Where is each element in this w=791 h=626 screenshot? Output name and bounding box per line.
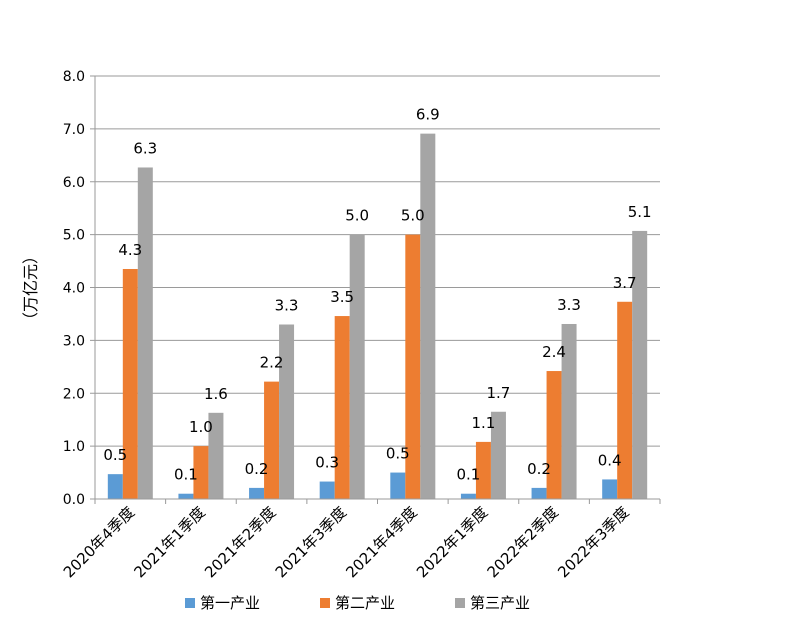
- bar: [546, 371, 562, 499]
- bar: [475, 441, 491, 499]
- bar: [490, 411, 506, 499]
- bar: [249, 487, 265, 499]
- bar: [107, 474, 123, 499]
- bar: [561, 323, 577, 499]
- y-tick-label: 2.0: [63, 386, 85, 402]
- bar: [137, 167, 153, 499]
- data-label: 0.5: [103, 446, 127, 464]
- data-label: 0.5: [386, 445, 410, 463]
- bar: [334, 316, 350, 499]
- x-category-label: 2022年2季度: [484, 503, 562, 581]
- data-label: 3.5: [330, 288, 354, 306]
- x-category-label: 2021年4季度: [342, 503, 420, 581]
- bar: [208, 412, 224, 499]
- data-label: 2.2: [260, 354, 284, 372]
- y-tick-label: 7.0: [63, 122, 85, 138]
- bar: [632, 230, 648, 499]
- x-category-label: 2021年1季度: [130, 503, 208, 581]
- y-tick-label: 8.0: [63, 69, 85, 85]
- bar: [531, 487, 547, 499]
- x-category-label: 2022年3季度: [554, 503, 632, 581]
- bar: [349, 234, 365, 499]
- legend: 第一产业 第二产业 第三产业: [185, 594, 530, 612]
- x-category-label: 2021年3季度: [272, 503, 350, 581]
- legend-label: 第三产业: [470, 594, 530, 612]
- y-tick-label: 1.0: [63, 439, 85, 455]
- y-axis-title: （万亿元）: [21, 248, 40, 328]
- bar: [617, 301, 633, 499]
- data-label: 2.4: [542, 343, 566, 361]
- data-label: 4.3: [118, 241, 142, 259]
- data-label: 1.1: [472, 414, 496, 432]
- data-label: 3.3: [557, 296, 581, 314]
- bar: [319, 481, 335, 499]
- data-label: 0.4: [598, 451, 622, 469]
- data-label: 6.9: [416, 106, 440, 124]
- bar: [405, 234, 421, 499]
- bar: [460, 493, 476, 499]
- legend-swatch: [455, 598, 465, 608]
- data-label: 0.1: [457, 466, 481, 484]
- x-category-label: 2022年1季度: [413, 503, 491, 581]
- y-tick-label: 0.0: [63, 492, 85, 508]
- data-label: 1.6: [204, 385, 228, 403]
- data-label: 0.2: [527, 460, 551, 478]
- data-label: 6.3: [133, 139, 157, 157]
- data-labels: 0.5 4.3 6.3 0.1 1.0 1.6 0.2 2.2 3.3 0.3 3.5 5.0 0.5 5…: [103, 106, 651, 484]
- data-label: 0.3: [315, 454, 339, 472]
- bars: [107, 133, 648, 500]
- y-tick-label: 4.0: [63, 281, 85, 297]
- data-label: 5.1: [628, 203, 652, 221]
- bar: [122, 268, 138, 499]
- bar: [264, 381, 280, 499]
- data-label: 1.7: [487, 384, 511, 402]
- y-tick-label: 3.0: [63, 333, 85, 349]
- y-tick-label: 5.0: [63, 228, 85, 244]
- x-category-label: 2021年2季度: [201, 503, 279, 581]
- gridlines: [95, 75, 660, 500]
- legend-label: 第二产业: [335, 594, 395, 612]
- data-label: 1.0: [189, 418, 213, 436]
- legend-swatch: [320, 598, 330, 608]
- bar: [193, 446, 209, 499]
- data-label: 3.7: [613, 274, 637, 292]
- bar: [602, 479, 618, 499]
- bar: [178, 493, 194, 499]
- bar: [390, 472, 406, 499]
- data-label: 5.0: [401, 207, 425, 225]
- bar: [279, 324, 295, 499]
- data-label: 0.2: [245, 460, 269, 478]
- y-tick-label: 6.0: [63, 175, 85, 191]
- data-label: 5.0: [345, 207, 369, 225]
- data-label: 3.3: [275, 297, 299, 315]
- legend-swatch: [185, 598, 195, 608]
- data-label: 0.1: [174, 466, 198, 484]
- bar: [420, 133, 436, 500]
- legend-label: 第一产业: [200, 594, 260, 612]
- x-category-label: 2020年4季度: [60, 503, 138, 581]
